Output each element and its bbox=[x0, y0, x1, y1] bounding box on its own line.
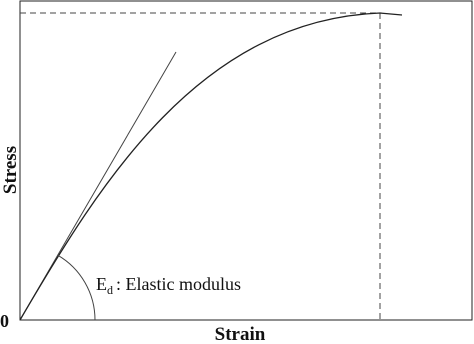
modulus-subscript: d bbox=[107, 283, 113, 297]
modulus-label: Ed: Elastic modulus bbox=[96, 274, 241, 297]
plot-frame bbox=[19, 0, 473, 321]
stress-strain-curve bbox=[19, 12, 403, 321]
y-axis-label: Stress bbox=[0, 146, 21, 194]
modulus-angle-arc bbox=[57, 254, 96, 321]
modulus-text: : Elastic modulus bbox=[116, 274, 241, 294]
origin-label: 0 bbox=[0, 311, 9, 331]
modulus-symbol: E bbox=[96, 274, 107, 294]
x-axis-label: Strain bbox=[215, 324, 266, 344]
